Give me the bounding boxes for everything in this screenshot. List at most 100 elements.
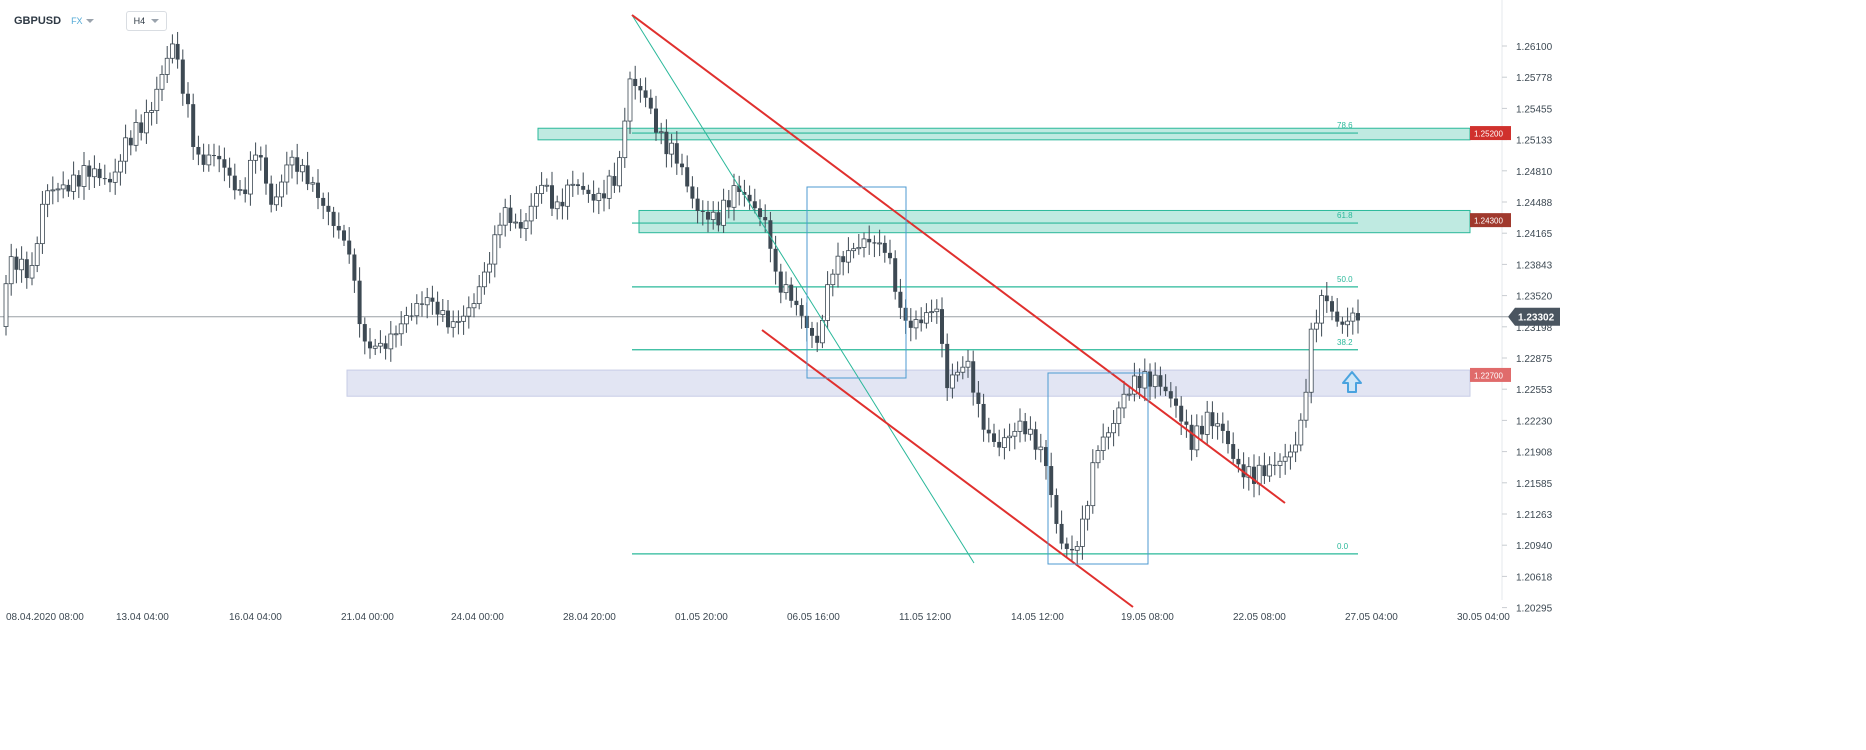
candle[interactable] <box>758 208 762 218</box>
candle[interactable] <box>586 189 591 194</box>
candle[interactable] <box>264 157 268 184</box>
candle[interactable] <box>420 303 424 305</box>
candle[interactable] <box>1179 405 1184 422</box>
candle[interactable] <box>1252 466 1256 484</box>
candle[interactable] <box>1132 375 1137 395</box>
candle[interactable] <box>45 190 50 205</box>
candle[interactable] <box>1074 546 1080 551</box>
candle[interactable] <box>606 175 612 199</box>
candle[interactable] <box>1059 523 1064 544</box>
candle[interactable] <box>8 256 14 285</box>
candle[interactable] <box>143 111 149 134</box>
candle[interactable] <box>321 197 326 206</box>
candle[interactable] <box>154 88 160 111</box>
candle[interactable] <box>326 205 331 212</box>
candle[interactable] <box>1106 432 1111 438</box>
candle[interactable] <box>502 207 508 226</box>
candle[interactable] <box>1100 436 1106 451</box>
candle[interactable] <box>1012 430 1018 437</box>
candle[interactable] <box>316 182 320 198</box>
candle[interactable] <box>1335 311 1340 322</box>
exchange-selector[interactable]: FX <box>71 16 94 26</box>
candle[interactable] <box>622 120 628 159</box>
candle[interactable] <box>1017 420 1023 432</box>
candle[interactable] <box>1303 391 1309 421</box>
candle[interactable] <box>945 343 950 389</box>
candle[interactable] <box>1007 435 1012 439</box>
candle[interactable] <box>893 258 898 292</box>
candle[interactable] <box>466 307 472 317</box>
candle[interactable] <box>481 271 487 288</box>
candle[interactable] <box>539 184 544 195</box>
candle[interactable] <box>1288 451 1293 458</box>
candle[interactable] <box>846 250 851 263</box>
candle[interactable] <box>560 201 565 207</box>
candle[interactable] <box>289 156 295 166</box>
candle[interactable] <box>742 192 747 195</box>
candle[interactable] <box>898 291 903 308</box>
candle[interactable] <box>1231 444 1236 459</box>
candle[interactable] <box>820 320 825 344</box>
candle[interactable] <box>1085 505 1090 520</box>
candle[interactable] <box>1126 393 1132 396</box>
candle[interactable] <box>112 171 118 183</box>
candle[interactable] <box>737 185 742 193</box>
candle[interactable] <box>1345 320 1350 326</box>
candle[interactable] <box>347 240 352 255</box>
candle[interactable] <box>913 319 919 329</box>
candle[interactable] <box>815 335 820 343</box>
candle[interactable] <box>159 74 165 90</box>
candle[interactable] <box>258 155 263 158</box>
candle[interactable] <box>19 258 25 271</box>
candle[interactable] <box>513 221 518 224</box>
candle[interactable] <box>1308 328 1314 393</box>
candle[interactable] <box>919 319 924 324</box>
candle[interactable] <box>882 242 887 253</box>
candle[interactable] <box>191 104 196 147</box>
candle[interactable] <box>102 178 107 180</box>
candle[interactable] <box>34 243 40 266</box>
candle[interactable] <box>212 155 216 157</box>
candle[interactable] <box>1033 429 1038 450</box>
symbol-name[interactable]: GBPUSD <box>14 15 62 27</box>
candle[interactable] <box>368 341 372 349</box>
candle[interactable] <box>128 137 133 146</box>
trend-line-lower[interactable] <box>761 329 1134 608</box>
candle[interactable] <box>1350 312 1356 322</box>
timeframe-selector[interactable]: H4 <box>125 11 168 31</box>
candle[interactable] <box>617 157 622 187</box>
candle[interactable] <box>186 93 190 105</box>
candle[interactable] <box>1054 495 1059 524</box>
candle[interactable] <box>1184 421 1189 425</box>
candle[interactable] <box>924 312 929 324</box>
candle[interactable] <box>424 297 430 306</box>
candle[interactable] <box>992 433 996 442</box>
candle[interactable] <box>565 184 570 207</box>
price-level-tag[interactable] <box>1470 367 1511 382</box>
price-level-tag[interactable] <box>1470 126 1511 141</box>
candle[interactable] <box>810 328 814 336</box>
pattern-box[interactable] <box>1047 372 1149 565</box>
candle[interactable] <box>487 263 493 273</box>
candle[interactable] <box>55 188 61 191</box>
candle[interactable] <box>534 193 539 207</box>
candle[interactable] <box>87 165 92 177</box>
candle[interactable] <box>201 154 206 165</box>
candle[interactable] <box>1189 424 1194 450</box>
candle[interactable] <box>196 146 201 155</box>
candle[interactable] <box>778 271 783 293</box>
candle[interactable] <box>217 155 222 160</box>
candle[interactable] <box>654 108 658 133</box>
candle[interactable] <box>1049 466 1054 496</box>
candle[interactable] <box>123 137 128 162</box>
candle[interactable] <box>544 184 550 187</box>
candle[interactable] <box>706 211 710 220</box>
candle[interactable] <box>1174 398 1178 406</box>
candle[interactable] <box>66 184 71 192</box>
candle[interactable] <box>435 301 440 315</box>
candle[interactable] <box>861 238 867 248</box>
candle[interactable] <box>1023 421 1028 435</box>
candle[interactable] <box>108 178 112 183</box>
candle[interactable] <box>50 189 56 192</box>
